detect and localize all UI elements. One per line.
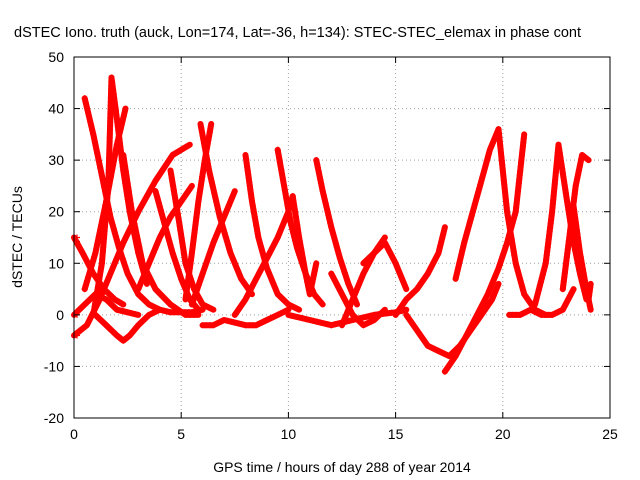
series-plus-markers <box>183 125 214 302</box>
series-plus-markers <box>532 146 561 308</box>
y-tick-label: -20 <box>44 410 64 426</box>
x-tick-label: 15 <box>388 426 404 442</box>
x-tick-label: 5 <box>177 426 185 442</box>
series-arc-13 <box>183 124 214 302</box>
x-tick-label: 25 <box>602 426 618 442</box>
x-tick-label: 20 <box>495 426 511 442</box>
x-tick-label: 10 <box>281 426 297 442</box>
x-axis-label: GPS time / hours of day 288 of year 2014 <box>213 459 471 475</box>
series-arc-32 <box>532 145 561 308</box>
series-line <box>396 227 445 315</box>
y-tick-label: 30 <box>48 152 64 168</box>
grid <box>74 57 610 418</box>
y-tick-label: 20 <box>48 204 64 220</box>
y-tick-label: -10 <box>44 358 64 374</box>
dstec-line-chart: dSTEC Iono. truth (auck, Lon=174, Lat=-3… <box>0 0 640 480</box>
data-series <box>74 75 593 375</box>
chart-figure: dSTEC Iono. truth (auck, Lon=174, Lat=-3… <box>0 0 640 480</box>
y-tick-label: 40 <box>48 101 64 117</box>
y-tick-label: 10 <box>48 255 64 271</box>
series-arc-29 <box>453 129 501 282</box>
chart-title: dSTEC Iono. truth (auck, Lon=174, Lat=-3… <box>14 25 581 41</box>
axis-ticks: 0 5 10 15 20 25 -20 -10 0 10 20 30 40 50 <box>44 49 618 442</box>
plot-frame <box>74 57 610 418</box>
y-tick-label: 0 <box>56 307 64 323</box>
y-axis-label: dSTEC / TECUs <box>9 186 25 288</box>
series-plus-markers <box>74 291 138 318</box>
y-tick-label: 50 <box>48 49 64 65</box>
x-tick-label: 0 <box>70 426 78 442</box>
